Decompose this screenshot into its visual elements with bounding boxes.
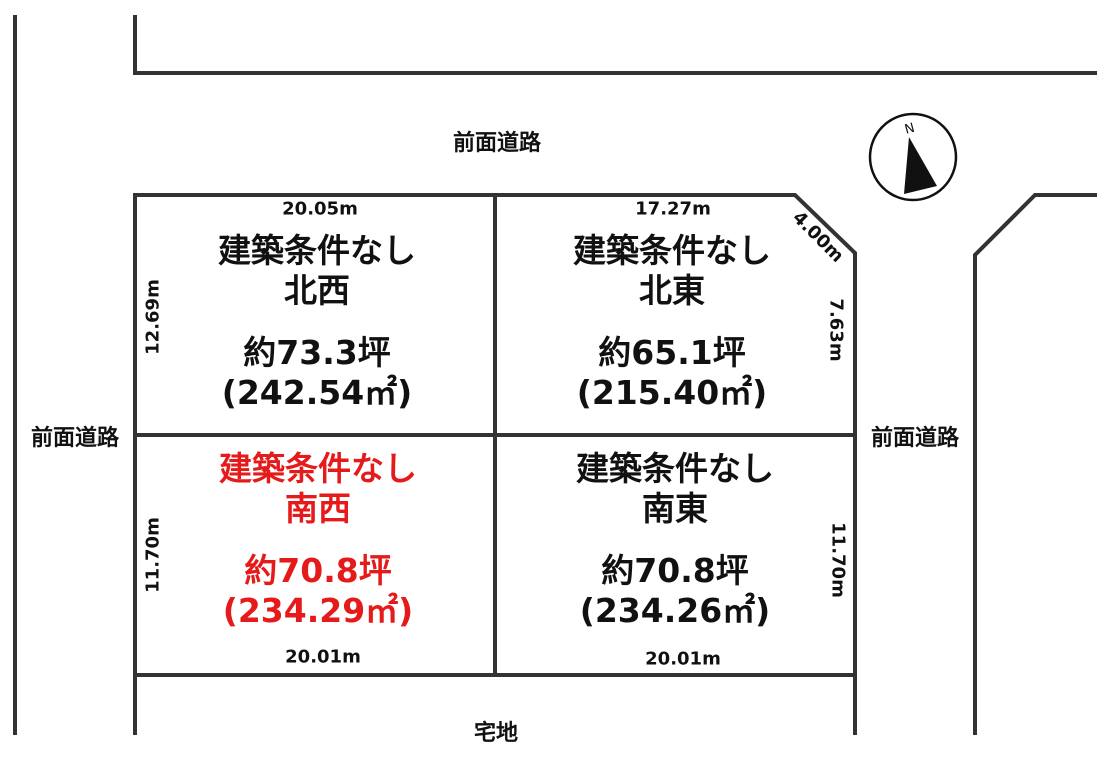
top-road-edge [133, 15, 1097, 75]
lot-area: (242.54㎡) [221, 373, 413, 412]
lot-condition: 建築条件なし [576, 449, 774, 488]
lot-name: 南東 [642, 489, 708, 528]
road-label-top: 前面道路 [452, 131, 542, 156]
dim-nw-left: 12.69m [142, 279, 164, 355]
lot-tsubo: 約65.1坪 [598, 333, 746, 372]
lot-tsubo: 約73.3坪 [243, 333, 391, 372]
dim-ne-right: 7.63m [825, 298, 847, 362]
dim-se-bottom: 20.01m [645, 648, 721, 670]
road-label-right: 前面道路 [870, 426, 960, 451]
lot-name: 北西 [284, 271, 350, 310]
dim-se-right: 11.70m [827, 522, 849, 598]
compass-label: N [903, 121, 916, 138]
lot-condition: 建築条件なし [219, 449, 417, 488]
lot-condition: 建築条件なし [573, 231, 771, 270]
lot-name: 北東 [639, 271, 705, 310]
lot-condition: 建築条件なし [218, 231, 416, 270]
north-arrow-icon [904, 137, 937, 194]
lot-area: (215.40㎡) [576, 373, 768, 412]
lot-northwest: 建築条件なし 北西 約73.3坪 (242.54㎡) [218, 231, 416, 413]
dim-nw-top: 20.05m [282, 198, 358, 220]
lot-northeast: 建築条件なし 北東 約65.1坪 (215.40㎡) [573, 231, 771, 413]
lot-outline [133, 193, 857, 677]
dim-sw-bottom: 20.01m [285, 646, 361, 668]
lot-southeast: 建築条件なし 南東 約70.8坪 (234.26㎡) [576, 449, 774, 631]
right-road-edge [973, 193, 1097, 735]
lot-area: (234.26㎡) [579, 591, 771, 630]
lot-tsubo: 約70.8坪 [244, 551, 392, 590]
lot-area: (234.29㎡) [222, 591, 414, 630]
dim-sw-left: 11.70m [142, 517, 164, 593]
lot-southwest: 建築条件なし 南西 約70.8坪 (234.29㎡) [219, 449, 417, 631]
compass: N [868, 112, 958, 202]
dim-ne-top: 17.27m [635, 198, 711, 220]
lot-tsubo: 約70.8坪 [601, 551, 749, 590]
road-label-bottom: 宅地 [473, 721, 519, 746]
road-label-left: 前面道路 [30, 426, 120, 451]
lot-name: 南西 [285, 489, 351, 528]
